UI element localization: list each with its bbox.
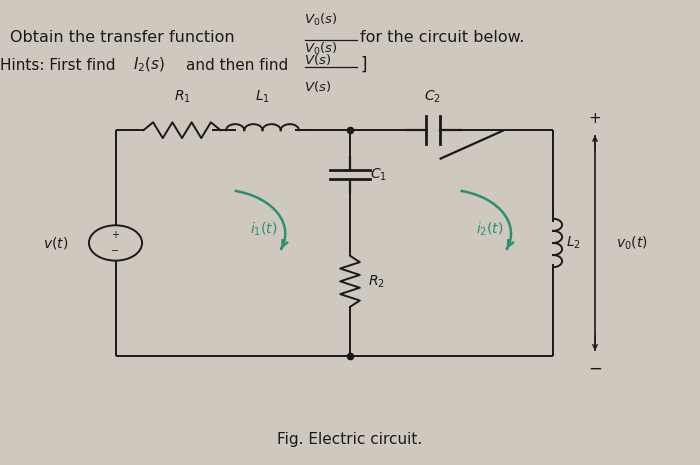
Text: Hints: First find: Hints: First find (0, 58, 120, 73)
Text: Obtain the transfer function: Obtain the transfer function (10, 30, 235, 45)
Text: $R_1$: $R_1$ (174, 88, 190, 105)
Text: $v_0(t)$: $v_0(t)$ (616, 234, 648, 252)
Text: ]: ] (360, 56, 367, 74)
Text: $R_2$: $R_2$ (368, 273, 384, 290)
Text: $C_1$: $C_1$ (370, 166, 386, 183)
Text: $I_2(s)$: $I_2(s)$ (133, 56, 165, 74)
Text: +: + (111, 230, 120, 240)
Text: −: − (588, 360, 602, 378)
Text: Fig. Electric circuit.: Fig. Electric circuit. (277, 432, 423, 447)
Text: and then find: and then find (186, 58, 288, 73)
Text: for the circuit below.: for the circuit below. (360, 30, 525, 45)
Text: $i_1(t)$: $i_1(t)$ (251, 220, 278, 238)
Text: −: − (111, 246, 120, 256)
Text: +: + (589, 111, 601, 126)
Text: $V(s)$: $V(s)$ (304, 52, 332, 67)
Text: $i_2(t)$: $i_2(t)$ (476, 220, 503, 238)
Text: $L_2$: $L_2$ (566, 235, 580, 251)
Text: $v(t)$: $v(t)$ (43, 235, 69, 251)
Text: $C_2$: $C_2$ (424, 88, 441, 105)
Text: $V(s)$: $V(s)$ (304, 79, 332, 94)
Text: $V_0(s)$: $V_0(s)$ (304, 12, 338, 28)
Text: $L_1$: $L_1$ (255, 88, 270, 105)
Text: $V_0(s)$: $V_0(s)$ (304, 40, 338, 57)
